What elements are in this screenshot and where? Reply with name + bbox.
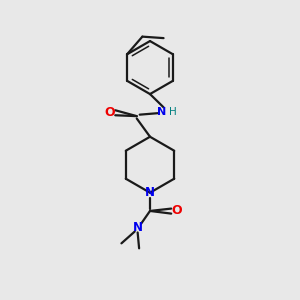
Text: N: N: [157, 107, 166, 117]
Text: H: H: [169, 107, 176, 117]
Text: O: O: [171, 205, 182, 218]
Text: O: O: [105, 106, 115, 119]
Text: N: N: [145, 186, 155, 199]
Text: N: N: [133, 220, 142, 234]
